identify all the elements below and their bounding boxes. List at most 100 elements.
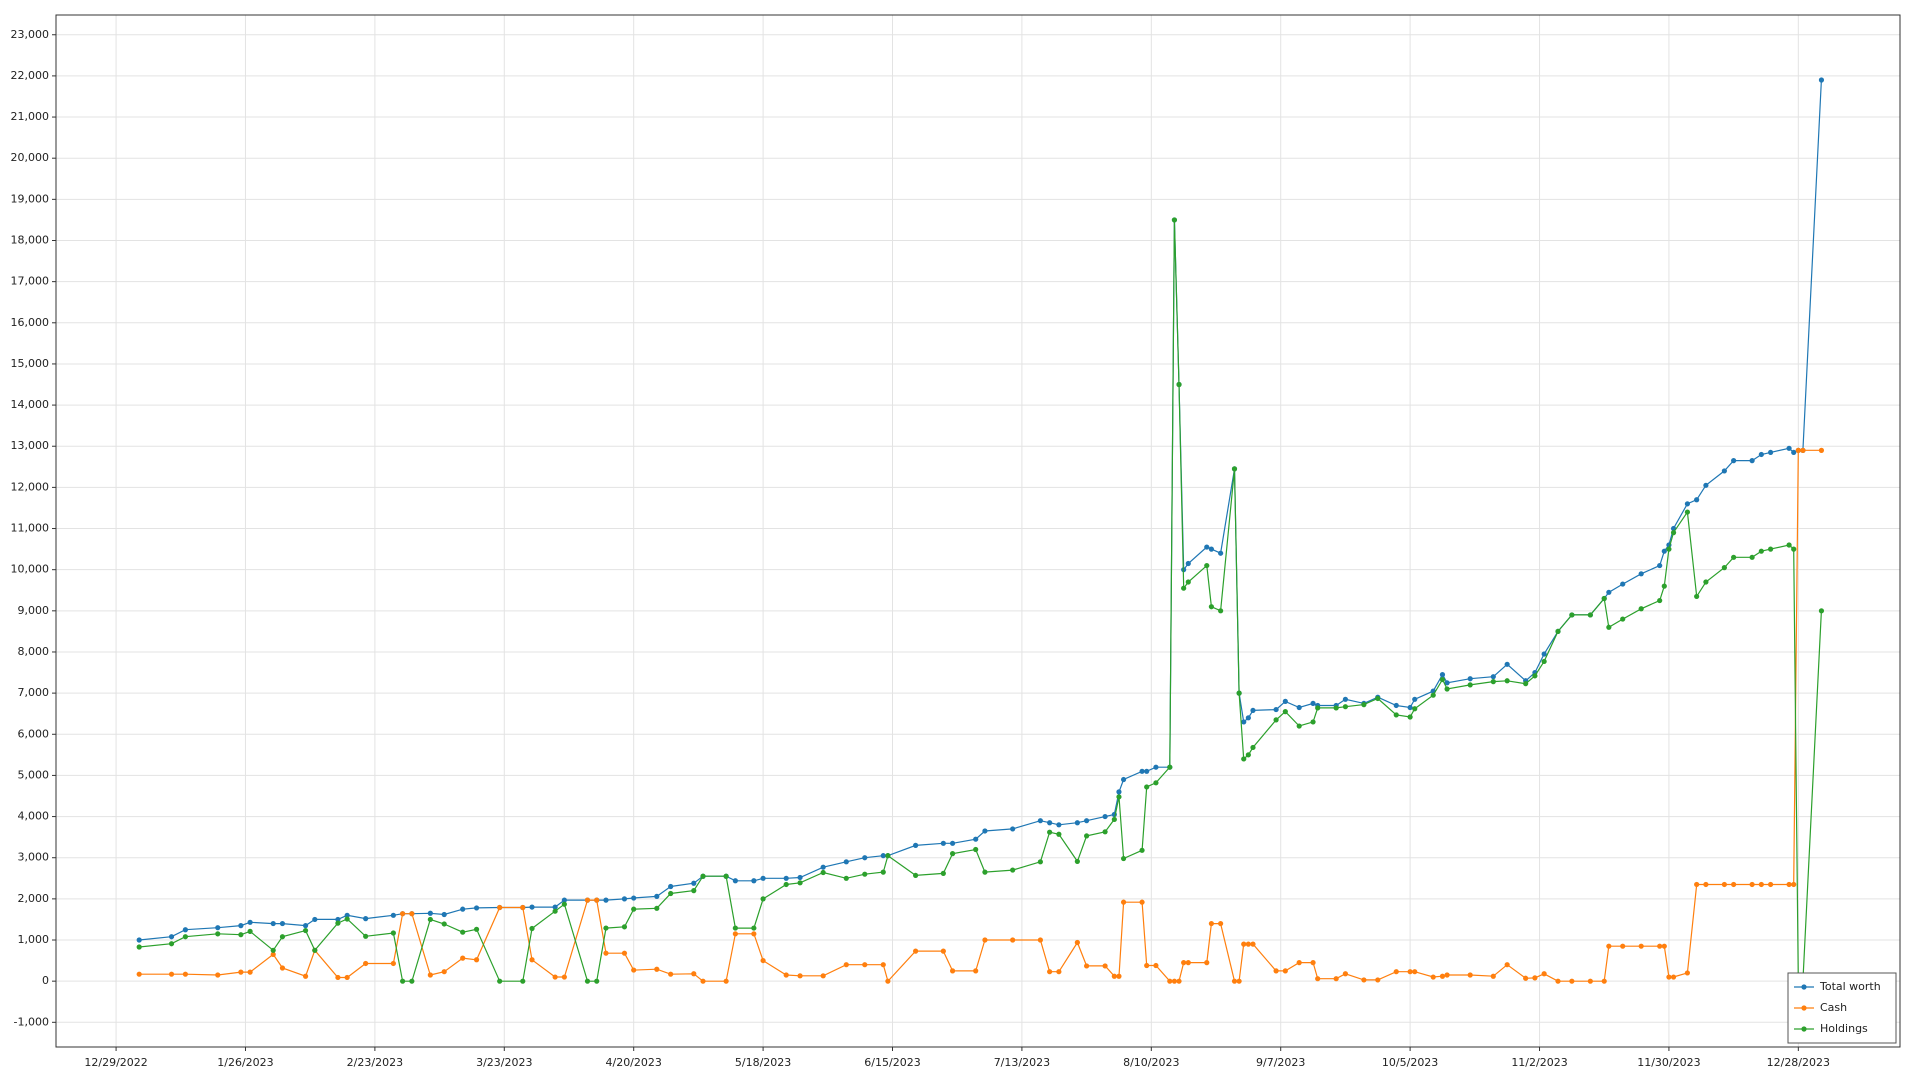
data-point: [215, 931, 221, 937]
data-point: [1111, 973, 1117, 979]
data-point: [1786, 445, 1792, 451]
data-point: [1120, 776, 1127, 783]
data-point: [215, 925, 221, 931]
data-point: [460, 955, 466, 961]
data-point: [1236, 978, 1242, 984]
data-point: [1250, 941, 1256, 947]
data-point: [270, 951, 276, 958]
data-point: [1620, 943, 1626, 949]
data-point: [940, 870, 946, 876]
data-point: [1541, 658, 1547, 665]
data-point: [1439, 672, 1446, 678]
data-point: [1606, 943, 1612, 949]
data-point: [783, 881, 789, 888]
data-point: [1375, 695, 1381, 702]
data-point: [1315, 976, 1321, 982]
data-point: [1204, 960, 1210, 966]
data-point: [843, 875, 849, 881]
data-point: [390, 930, 396, 936]
data-point: [215, 972, 221, 978]
data-point: [363, 933, 369, 939]
x-tick-label: 11/30/2023: [1637, 1056, 1700, 1069]
data-point: [913, 842, 919, 848]
y-tick-label: 11,000: [11, 522, 50, 535]
data-point: [668, 971, 674, 977]
data-point: [584, 897, 591, 903]
data-point: [913, 872, 919, 879]
data-point: [363, 916, 369, 922]
y-tick-label: 0: [42, 974, 49, 987]
data-point: [136, 937, 142, 943]
data-point: [1167, 978, 1173, 984]
data-point: [949, 851, 956, 857]
data-point: [1439, 676, 1446, 683]
x-tick-label: 6/15/2023: [864, 1056, 920, 1069]
data-point: [460, 929, 466, 935]
y-tick-label: 7,000: [18, 686, 50, 699]
data-point: [1241, 756, 1247, 762]
data-point: [594, 897, 600, 903]
data-point: [862, 962, 868, 968]
data-point: [1407, 714, 1413, 720]
data-point: [1056, 822, 1062, 828]
data-point: [1218, 920, 1224, 927]
data-point: [1791, 449, 1797, 456]
data-point: [1694, 497, 1700, 503]
data-point: [1342, 704, 1349, 710]
x-tick-label: 9/7/2023: [1256, 1056, 1305, 1069]
data-point: [1657, 597, 1663, 604]
data-point: [1074, 858, 1080, 865]
data-point: [1139, 847, 1145, 853]
data-point: [1236, 690, 1242, 696]
data-point: [1144, 784, 1150, 790]
legend-marker: [1801, 984, 1807, 990]
data-point: [1241, 719, 1247, 725]
x-tick-label: 8/10/2023: [1123, 1056, 1179, 1069]
x-tick-label: 7/13/2023: [994, 1056, 1050, 1069]
data-point: [1523, 975, 1529, 981]
data-point: [1296, 723, 1302, 729]
data-point: [1407, 969, 1413, 975]
data-point: [1758, 548, 1764, 554]
x-tick-label: 5/18/2023: [735, 1056, 791, 1069]
data-point: [460, 906, 466, 912]
data-point: [1037, 818, 1043, 824]
data-point: [1056, 969, 1062, 975]
data-point: [1638, 571, 1644, 577]
data-point: [760, 957, 766, 964]
data-point: [631, 906, 637, 912]
data-point: [880, 869, 886, 875]
legend-marker: [1801, 1005, 1807, 1011]
data-point: [621, 896, 628, 902]
data-point: [1569, 978, 1575, 984]
data-point: [473, 926, 480, 932]
data-point: [1444, 686, 1450, 692]
data-point: [1569, 612, 1575, 618]
data-point: [312, 947, 318, 953]
x-tick-label: 12/28/2023: [1767, 1056, 1830, 1069]
data-point: [1703, 881, 1709, 888]
data-point: [1037, 859, 1043, 865]
data-point: [760, 896, 766, 902]
data-point: [1139, 768, 1145, 774]
data-point: [1638, 943, 1644, 949]
y-tick-label: 19,000: [11, 192, 50, 205]
data-point: [1767, 881, 1774, 888]
data-point: [1342, 696, 1349, 702]
y-tick-label: 17,000: [11, 275, 50, 288]
data-point: [621, 924, 628, 930]
data-point: [885, 978, 891, 984]
data-point: [1010, 826, 1016, 832]
data-point: [1375, 977, 1381, 983]
data-point: [1315, 705, 1321, 711]
data-point: [1703, 579, 1709, 585]
y-tick-label: 18,000: [11, 233, 50, 246]
data-point: [552, 974, 558, 980]
data-point: [732, 925, 738, 931]
data-point: [913, 948, 919, 954]
data-point: [1818, 447, 1825, 453]
data-point: [700, 978, 706, 984]
data-point: [409, 978, 415, 984]
data-point: [1606, 624, 1612, 630]
data-point: [1490, 973, 1496, 979]
